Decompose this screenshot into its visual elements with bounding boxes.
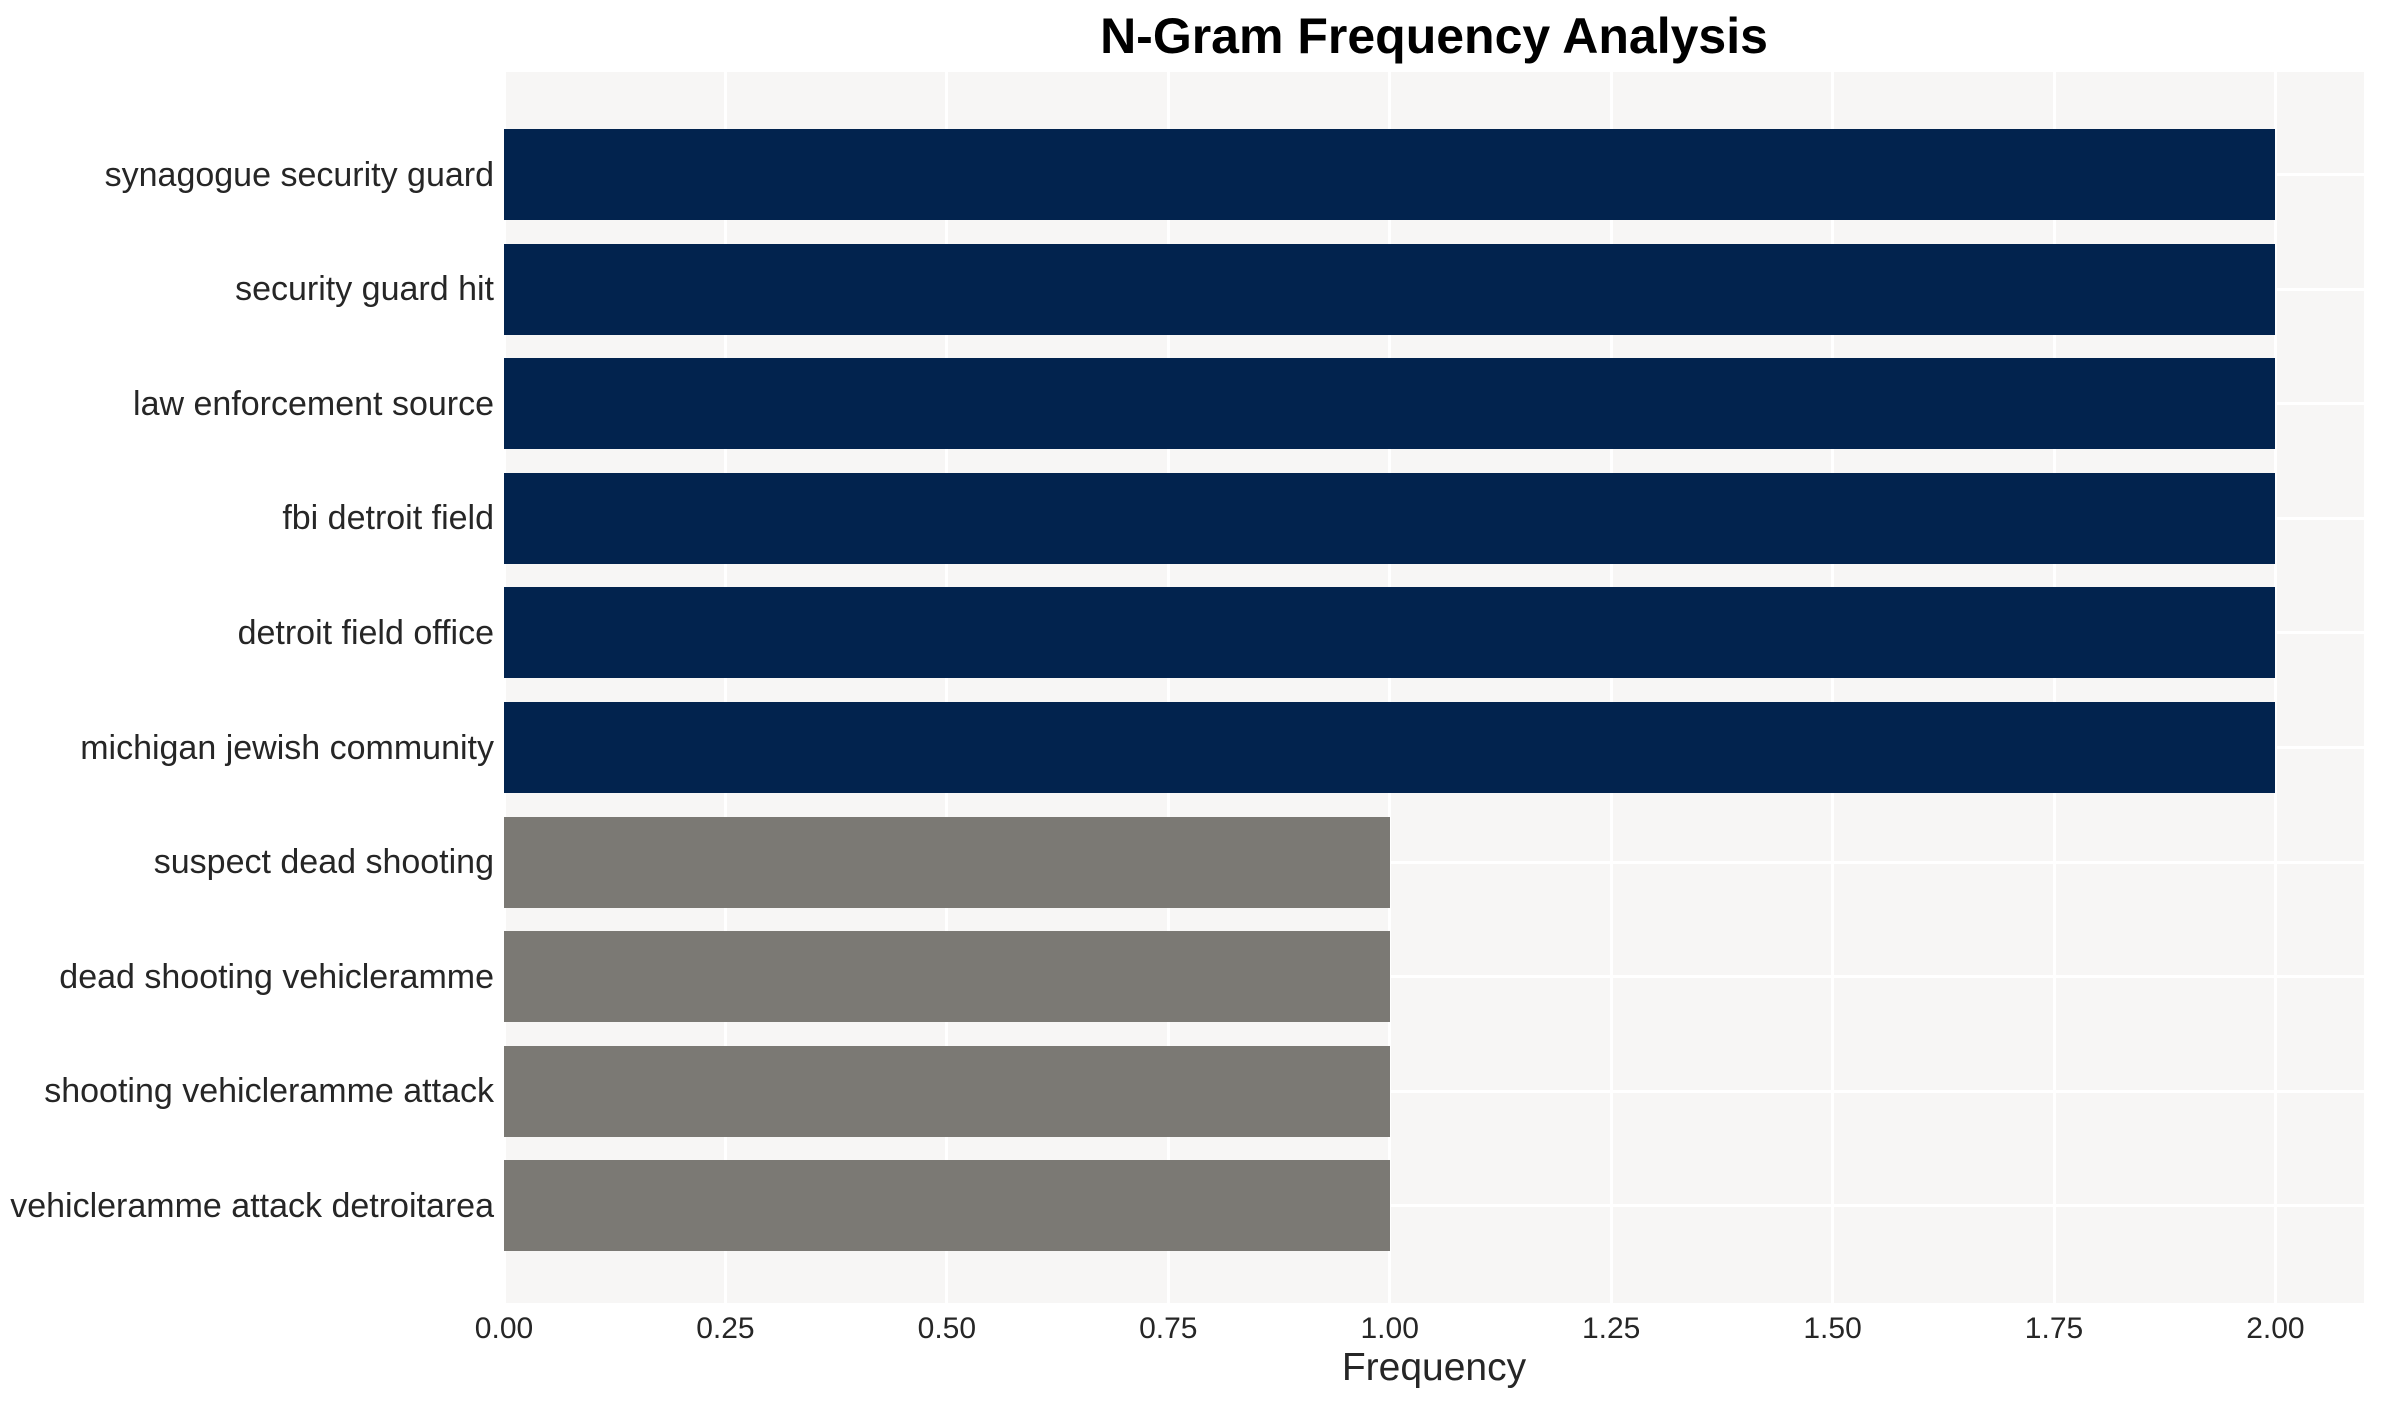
y-tick-label: vehicleramme attack detroitarea — [10, 1186, 494, 1225]
x-tick-label: 1.25 — [1581, 1312, 1641, 1345]
bar-detroit-field-office — [504, 587, 2276, 679]
gridline-horizontal — [504, 1089, 2364, 1093]
x-tick-label: 0.75 — [1139, 1312, 1198, 1345]
y-tick-label: dead shooting vehicleramme — [59, 957, 494, 996]
gridline-vertical — [502, 72, 506, 1303]
bar-michigan-jewish-community — [504, 702, 2276, 793]
bar-security-guard-hit — [504, 243, 2276, 335]
x-tick-label: 1.00 — [1360, 1312, 1419, 1345]
y-tick-label: detroit field office — [237, 613, 494, 652]
gridline-vertical — [1609, 72, 1613, 1303]
chart-title: N-Gram Frequency Analysis — [1100, 8, 1768, 64]
gridline-horizontal — [504, 1204, 2364, 1208]
gridline-horizontal — [504, 975, 2364, 979]
bar-law-enforcement-source — [504, 358, 2276, 450]
y-tick-label: michigan jewish community — [80, 728, 494, 767]
y-tick-label: fbi detroit field — [282, 499, 494, 538]
plot-area — [502, 72, 2364, 1303]
x-tick-label: 1.50 — [1803, 1312, 1862, 1345]
y-tick-label: law enforcement source — [133, 384, 494, 423]
y-tick-label: shooting vehicleramme attack — [44, 1072, 494, 1111]
y-tick-label: suspect dead shooting — [153, 843, 494, 882]
x-tick-label: 1.75 — [2024, 1312, 2084, 1345]
y-tick-label: security guard hit — [235, 270, 494, 309]
x-tick-label: 0.25 — [696, 1312, 755, 1345]
y-tick-label: synagogue security guard — [104, 155, 494, 194]
bar-synagogue-security-guard — [504, 129, 2276, 220]
gridline-horizontal — [504, 860, 2364, 864]
x-tick-label: 0.00 — [474, 1312, 534, 1345]
gridline-vertical — [1166, 72, 1170, 1303]
bar-suspect-dead-shooting — [504, 816, 1390, 908]
gridline-vertical — [1388, 72, 1392, 1303]
bar-fbi-detroit-field — [504, 472, 2276, 564]
x-tick-label: 0.50 — [917, 1312, 977, 1345]
gridline-vertical — [2273, 72, 2277, 1303]
gridline-vertical — [945, 72, 949, 1303]
gridline-vertical — [723, 72, 727, 1303]
bar-shooting-vehicleramme-attack — [504, 1045, 1390, 1137]
bar-dead-shooting-vehicleramme — [504, 931, 1390, 1023]
x-tick-label: 2.00 — [2246, 1312, 2305, 1345]
x-axis-title: Frequency — [1341, 1346, 1527, 1389]
bar-vehicleramme-attack-detroitarea — [504, 1160, 1390, 1252]
gridline-vertical — [2052, 72, 2056, 1303]
gridline-vertical — [1831, 72, 1835, 1303]
